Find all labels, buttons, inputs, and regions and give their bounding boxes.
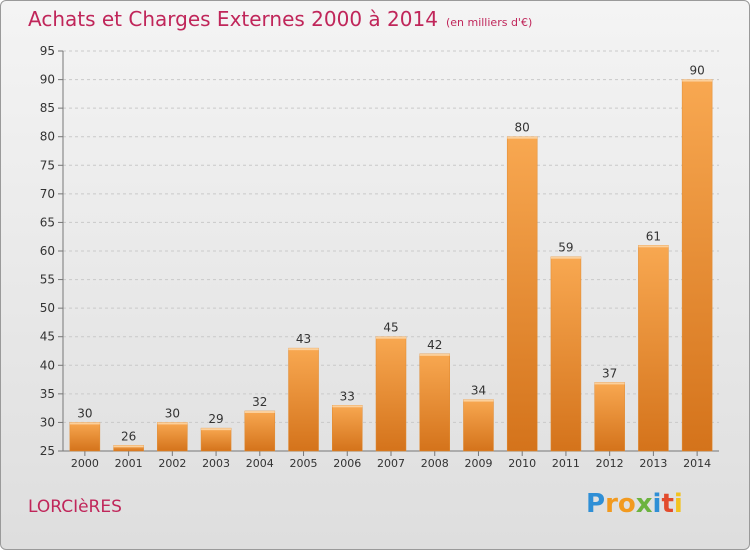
bar-highlight [507, 136, 538, 139]
data-label: 45 [383, 321, 398, 335]
data-label: 30 [77, 406, 92, 420]
bar-highlight [69, 422, 100, 425]
x-tick-label: 2008 [421, 457, 449, 470]
data-label: 32 [252, 395, 267, 409]
proxiti-logo[interactable]: Proxiti [586, 489, 683, 519]
data-label: 61 [646, 229, 661, 243]
logo-letter-p: P [586, 489, 606, 519]
bar [550, 256, 582, 452]
x-tick-label: 2009 [464, 457, 492, 470]
bar [157, 422, 188, 452]
data-label: 43 [296, 332, 311, 346]
bar [200, 427, 232, 452]
logo-letter-t: t [661, 489, 674, 519]
bar-highlight [638, 245, 669, 248]
bar-highlight [332, 405, 363, 408]
bar [463, 399, 494, 452]
y-tick-label: 40 [40, 358, 55, 372]
data-label: 90 [689, 64, 704, 78]
x-tick-label: 2001 [115, 457, 143, 470]
y-tick-label: 50 [40, 301, 55, 315]
chart-title: Achats et Charges Externes 2000 à 2014 (e… [28, 7, 532, 31]
bar [681, 79, 713, 452]
data-label: 34 [471, 384, 486, 398]
city-name: LORCIèRES [28, 497, 122, 517]
bar [375, 336, 407, 452]
bar-highlight [201, 428, 232, 431]
x-tick-label: 2012 [596, 457, 624, 470]
bar [332, 405, 363, 452]
x-tick-label: 2000 [71, 457, 99, 470]
y-tick-label: 70 [40, 187, 55, 201]
bar-highlight [376, 336, 406, 339]
bar-highlight [682, 79, 713, 82]
labels: 25 30 35 40 45 50 55 60 65 70 75 80 85 90 95 30 2000 26 20… [40, 44, 711, 470]
y-tick-label: 45 [40, 330, 55, 344]
data-label: 42 [427, 338, 442, 352]
data-label: 30 [165, 406, 180, 420]
bar-highlight [419, 353, 450, 356]
bar-highlight [594, 382, 625, 385]
x-tick-label: 2004 [246, 457, 274, 470]
bar [419, 353, 450, 452]
logo-letter-r: r [605, 489, 618, 519]
y-tick-label: 90 [40, 73, 55, 87]
logo-letter-o: o [617, 489, 636, 519]
bar-highlight [550, 256, 581, 259]
x-tick-label: 2010 [508, 457, 536, 470]
bar-highlight [463, 399, 494, 402]
logo-letter-x: x [635, 489, 653, 519]
data-label: 80 [515, 121, 530, 135]
bar [244, 410, 276, 452]
y-tick-label: 25 [40, 444, 55, 458]
bar [288, 347, 319, 452]
y-tick-label: 65 [40, 215, 55, 229]
bar-highlight [288, 348, 319, 351]
y-tick-label: 95 [40, 44, 55, 58]
logo-letter-i: i [673, 489, 683, 519]
x-tick-label: 2007 [377, 457, 405, 470]
y-tick-label: 85 [40, 101, 55, 115]
chart-subtitle: (en milliers d'€) [445, 16, 533, 29]
y-tick-label: 30 [40, 415, 55, 429]
x-tick-label: 2013 [639, 457, 667, 470]
data-label: 59 [558, 241, 573, 255]
bar-highlight [244, 411, 275, 413]
bar [638, 245, 669, 452]
bar-highlight [157, 422, 188, 425]
y-tick-label: 35 [40, 387, 55, 401]
bar [69, 422, 101, 452]
data-label: 29 [208, 412, 223, 426]
bar [594, 382, 625, 452]
bar-highlight [113, 445, 144, 448]
y-tick-label: 75 [40, 158, 55, 172]
x-tick-label: 2014 [683, 457, 711, 470]
logo-letter-i: i [652, 489, 662, 519]
y-tick-label: 60 [40, 244, 55, 258]
data-label: 26 [121, 429, 136, 443]
x-tick-label: 2002 [158, 457, 186, 470]
y-tick-label: 80 [40, 130, 55, 144]
x-tick-label: 2006 [333, 457, 361, 470]
data-label: 33 [340, 389, 355, 403]
y-tick-label: 55 [40, 273, 55, 287]
x-tick-label: 2011 [552, 457, 580, 470]
title-text: Achats et Charges Externes 2000 à 2014 [28, 7, 438, 31]
x-tick-label: 2005 [290, 457, 318, 470]
data-label: 37 [602, 366, 617, 380]
x-tick-label: 2003 [202, 457, 230, 470]
bars [69, 79, 713, 452]
bar [506, 136, 538, 452]
